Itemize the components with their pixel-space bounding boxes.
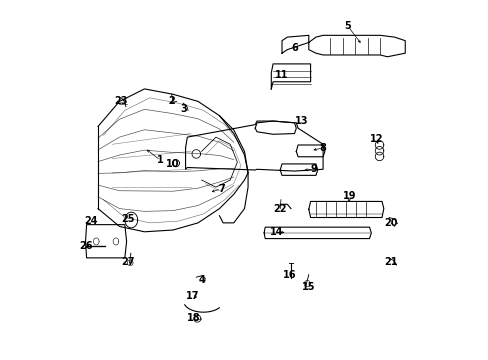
Text: 14: 14 [269, 227, 283, 237]
Text: 11: 11 [275, 69, 288, 80]
Text: 3: 3 [180, 104, 187, 113]
Text: 21: 21 [384, 257, 397, 267]
Text: 8: 8 [319, 143, 326, 153]
Text: 20: 20 [384, 218, 397, 228]
Text: 23: 23 [114, 96, 128, 107]
Text: 15: 15 [302, 282, 315, 292]
Text: 19: 19 [343, 191, 356, 201]
Text: 4: 4 [198, 275, 204, 285]
Text: 5: 5 [344, 21, 351, 31]
Text: 17: 17 [185, 291, 199, 301]
Text: 6: 6 [290, 43, 297, 53]
Text: 1: 1 [157, 156, 163, 165]
Text: 27: 27 [122, 257, 135, 267]
Text: 12: 12 [369, 134, 383, 144]
Text: 18: 18 [186, 312, 200, 323]
Text: 10: 10 [166, 159, 180, 169]
Text: 13: 13 [294, 116, 308, 126]
Text: 25: 25 [122, 214, 135, 224]
Text: 9: 9 [310, 164, 317, 174]
Text: 26: 26 [79, 241, 92, 251]
Text: 16: 16 [283, 270, 296, 280]
Text: 2: 2 [167, 96, 174, 107]
Text: 24: 24 [84, 216, 98, 226]
Text: 7: 7 [218, 184, 224, 194]
Text: 22: 22 [273, 203, 286, 213]
